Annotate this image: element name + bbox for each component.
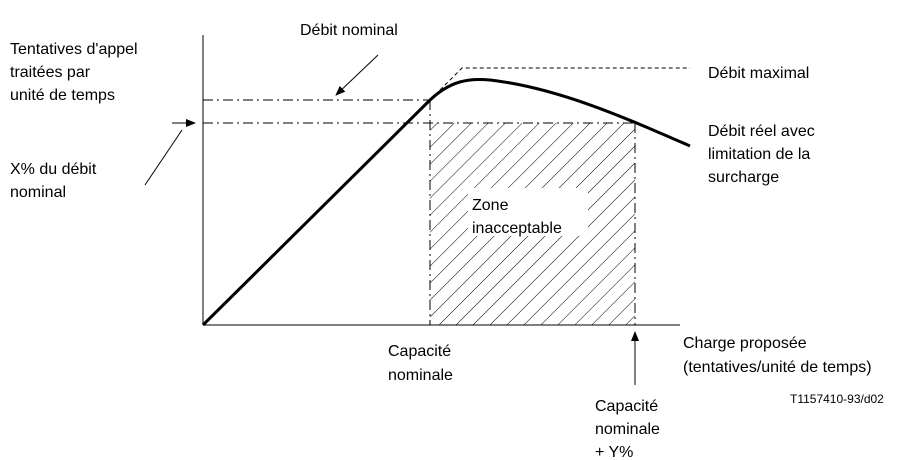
nominal-throughput-text: Débit nominal: [300, 22, 398, 39]
real-throughput-text: surcharge: [708, 169, 779, 186]
nominal-capacity-text: Capacité: [388, 343, 451, 360]
labels: Tentatives d'appel traitées par unité de t…: [10, 22, 884, 460]
zone-text: inacceptable: [472, 220, 562, 237]
real-throughput-text: Débit réel avec: [708, 123, 815, 140]
x-percent-text: nominal: [10, 184, 66, 201]
nominal-capacity-y-text: nominale: [595, 421, 660, 438]
x-percent-leader: [144, 129, 183, 186]
nominal-capacity-y-text: + Y%: [595, 444, 633, 460]
real-throughput-text: limitation de la: [708, 146, 810, 163]
nominal-arrow: [335, 54, 379, 96]
throughput-curve: [201, 77, 691, 327]
x-axis-label-text: (tentatives/unité de temps): [683, 359, 872, 376]
y-axis-label-text: traitées par: [10, 64, 91, 81]
zone-text: Zone: [472, 197, 509, 214]
max-throughput-line: [429, 67, 690, 101]
y-axis-label-text: Tentatives d'appel: [10, 41, 138, 58]
zone-label-bg: [468, 188, 588, 236]
max-throughput-text: Débit maximal: [708, 65, 809, 82]
nominal-capacity-y-text: Capacité: [595, 398, 658, 415]
reference-text: T1157410-93/d02: [790, 392, 884, 406]
x-percent-text: X% du débit: [10, 161, 97, 178]
nominal-capacity-text: nominale: [388, 367, 453, 384]
y-axis-label-text: unité de temps: [10, 87, 115, 104]
x-axis-label-text: Charge proposée: [683, 335, 807, 352]
